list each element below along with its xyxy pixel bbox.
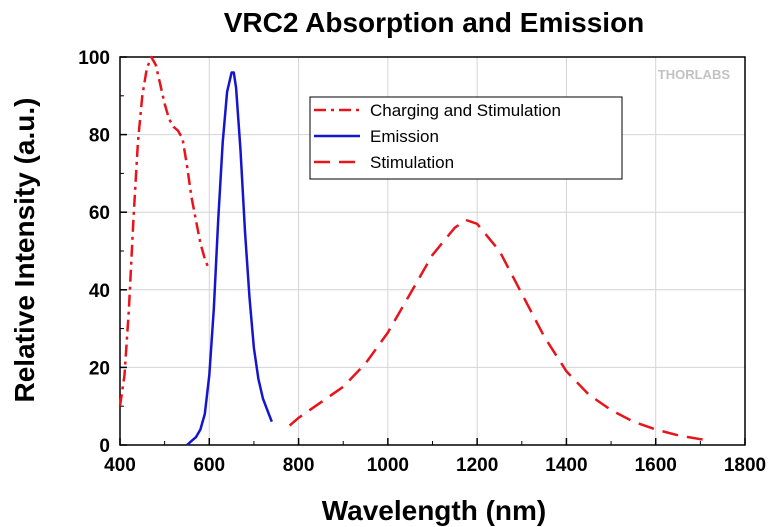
series-layer [118,55,710,446]
x-tick-label: 400 [104,455,136,476]
legend-label-1: Emission [370,127,439,146]
watermark-logo: THORLABS [658,67,731,82]
series-line-2 [288,218,710,442]
y-tick-label: 20 [89,358,110,379]
y-tick-label: 40 [89,281,110,302]
y-tick-label: 80 [89,126,110,147]
x-axis-label: Wavelength (nm) [322,495,547,526]
legend: Charging and Stimulation Emission Stimulat… [309,96,623,180]
x-axis: 400 600 800 1000 1200 1400 1600 1800 [104,438,766,476]
y-tick-label: 0 [99,436,110,457]
x-tick-label: 600 [193,455,225,476]
x-tick-label: 1200 [456,455,498,476]
y-tick-label: 100 [78,48,110,69]
legend-label-0: Charging and Stimulation [370,101,561,120]
legend-label-2: Stimulation [370,153,454,172]
x-tick-label: 1800 [724,455,766,476]
y-tick-label: 60 [89,203,110,224]
x-tick-label: 1000 [367,455,409,476]
x-tick-label: 800 [283,455,315,476]
legend-box [309,96,623,180]
chart-title: VRC2 Absorption and Emission [224,7,645,38]
x-tick-label: 1600 [635,455,677,476]
y-axis-label: Relative Intensity (a.u.) [9,98,40,403]
series-line-0 [118,55,211,407]
x-tick-label: 1400 [545,455,587,476]
y-axis: 0 20 40 60 80 100 [78,48,127,457]
series-line-1 [186,71,273,446]
